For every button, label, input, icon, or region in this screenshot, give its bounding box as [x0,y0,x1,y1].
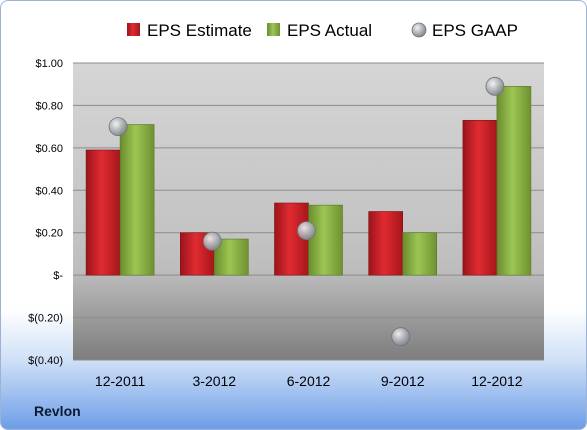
bar-eps-estimate [368,211,404,276]
legend-label: EPS Estimate [147,21,252,40]
marker-eps-gaap [485,76,505,96]
x-axis: 12-2011 3-2012 6-2012 9-2012 12-2012 [95,373,523,389]
bar-eps-estimate [85,149,121,276]
y-tick-label: $0.20 [35,228,63,240]
y-tick-label: $0.60 [35,143,63,155]
bar-eps-actual [402,232,438,276]
bar-eps-actual [308,204,343,276]
legend: EPS Estimate EPS Actual EPS GAAP [127,21,518,40]
y-tick-label: $(0.40) [28,355,63,367]
bar-eps-actual [496,86,532,276]
legend-swatch-eps-estimate [127,23,140,36]
x-tick-label: 3-2012 [193,373,237,389]
y-tick-label: $(0.20) [28,313,63,325]
bar-eps-estimate [462,119,498,276]
y-tick-label: $- [53,270,63,282]
y-tick-label: $0.40 [35,185,63,197]
legend-label: EPS GAAP [432,21,518,40]
x-tick-label: 9-2012 [381,373,425,389]
marker-eps-gaap [297,221,316,240]
marker-eps-gaap [108,117,128,137]
x-tick-label: 6-2012 [287,373,331,389]
x-tick-label: 12-2012 [471,373,523,389]
company-label: Revlon [34,403,81,419]
x-tick-label: 12-2011 [95,373,146,389]
legend-swatch-eps-gaap [411,22,427,38]
legend-label: EPS Actual [287,21,372,40]
marker-eps-gaap [202,231,222,251]
y-tick-label: $1.00 [35,58,63,70]
legend-swatch-eps-actual [267,23,280,36]
y-axis: $1.00 $0.80 $0.60 $0.40 $0.20 $- $(0.20) $(0.40… [28,58,63,367]
gaap-markers [108,76,505,347]
bars [85,86,532,276]
y-tick-label: $0.80 [35,100,63,112]
marker-eps-gaap [391,327,411,347]
bar-eps-actual [119,124,155,276]
